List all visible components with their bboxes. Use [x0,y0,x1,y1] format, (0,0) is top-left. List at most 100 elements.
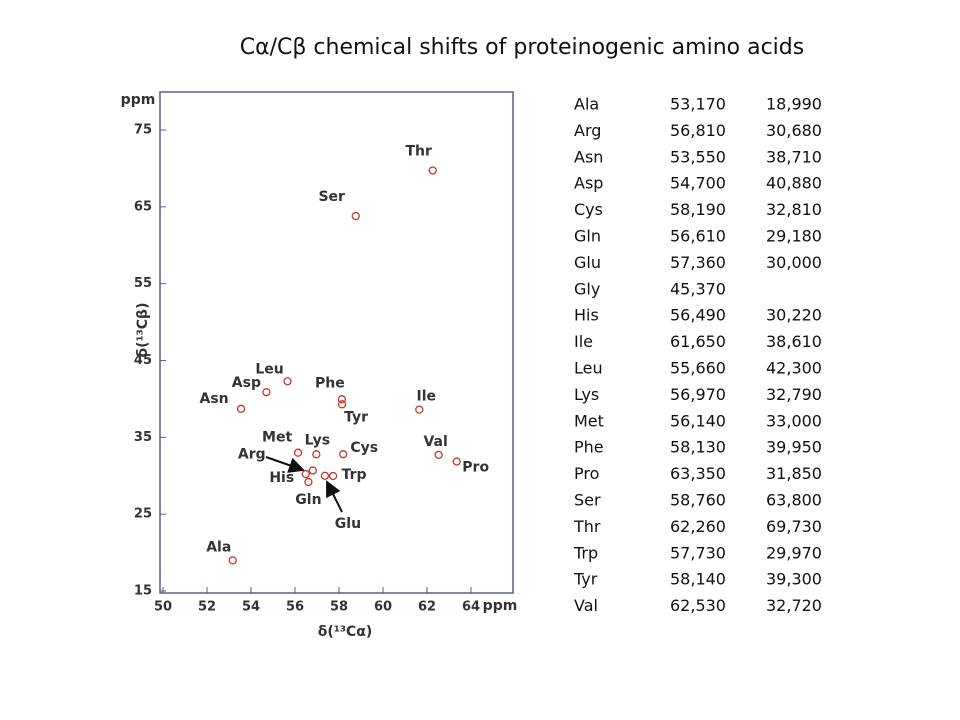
point [293,448,303,457]
y-tick-label: 75 [134,123,152,138]
point [301,469,310,479]
table-cell: 39,300 [766,570,822,589]
table-cell: 54,700 [670,174,726,193]
table-cell: 58,760 [670,491,726,510]
x-axis-title: δ(¹³Cα) [318,624,373,640]
table-cell: 56,810 [670,121,726,140]
x-tick-label: 62 [418,600,436,615]
table-cell: 69,730 [766,517,822,536]
table-cell: 29,970 [766,543,822,562]
point [283,377,292,386]
y-tick-label: 25 [134,507,152,522]
glu-arrow [326,480,343,513]
table-cell: 42,300 [766,359,822,378]
table-cell: Met [574,411,604,430]
table-cell: Trp [573,543,598,562]
table-cell: 32,810 [766,200,822,219]
point-label: Trp [342,467,367,483]
table-cell: 29,180 [766,227,822,246]
table-cell: Ile [574,332,593,351]
point-label: Leu [255,361,283,377]
table-cell: Ala [574,95,599,114]
table-cell: 38,610 [766,332,822,351]
table-cell: Ser [574,491,601,510]
table-cell: 56,490 [670,306,726,325]
point-label: Thr [406,144,433,160]
x-tick-label: 64 [462,600,480,615]
point [304,477,313,487]
plot-frame [159,91,514,594]
y-tick-label: 35 [134,430,152,445]
table-cell: Thr [573,517,601,536]
x-tick-label: 56 [286,600,304,615]
table-cell: His [574,306,599,325]
table-cell: 39,950 [766,438,822,457]
table-cell: 63,800 [766,491,822,510]
point-label: Tyr [344,409,368,425]
table-cell: 56,140 [670,411,726,430]
x-tick-label: 58 [330,600,348,615]
point-label: Cys [350,440,378,456]
chart-title: Cα/Cβ chemical shifts of proteinogenic a… [240,35,804,60]
table-cell: Arg [574,121,601,140]
table-cell: 58,140 [670,570,726,589]
point [339,450,348,459]
point-label: Ala [206,539,231,555]
point-label: Lys [305,432,330,448]
point [228,556,237,565]
table-cell: Pro [574,464,599,483]
y-tick-label: 65 [134,199,152,214]
x-tick-label: 60 [374,600,392,615]
point-label: Asn [200,391,229,407]
table-cell: Gly [574,279,600,298]
table-cell: 61,650 [670,332,726,351]
table-cell: Val [574,596,598,615]
y-unit: ppm [121,92,156,108]
point [452,457,461,466]
point [236,404,246,413]
table-cell: 30,000 [766,253,822,272]
point [337,400,347,409]
point-label: His [269,470,294,486]
point [415,405,424,414]
table-cell: 53,170 [670,95,726,114]
table-cell: Phe [574,438,604,457]
table-cell: 56,610 [670,227,726,246]
point-label: Ser [318,189,345,205]
point-label: Glu [335,516,361,532]
point-label: Phe [315,375,345,391]
y-tick-label: 15 [134,584,152,599]
table-cell: 62,530 [670,596,726,615]
table-cell: Glu [574,253,601,272]
table-cell: 32,720 [766,596,822,615]
x-tick-label: 52 [198,600,216,615]
table-cell: 62,260 [670,517,726,536]
table-cell: Asp [574,174,603,193]
x-tick-label: 54 [242,600,260,615]
table-cell: 38,710 [766,147,822,166]
point-label: Gln [295,492,321,508]
table-cell: 32,790 [766,385,822,404]
point [320,471,330,480]
point-label: Val [423,434,447,450]
point-label: Ile [417,389,437,405]
table-cell: 40,880 [766,174,822,193]
table-cell: 18,990 [766,95,822,114]
table-cell: 31,850 [766,464,822,483]
table-cell: 30,680 [766,121,822,140]
table-cell: 45,370 [670,279,726,298]
y-tick-label: 45 [134,353,152,368]
table-cell: 57,730 [670,543,726,562]
y-axis-title: δ(¹³Cβ) [135,303,151,358]
point [308,466,317,475]
table-cell: 30,220 [766,306,822,325]
point [312,450,321,459]
table-cell: Asn [574,147,603,166]
table-cell: 33,000 [766,411,822,430]
point [428,166,437,175]
point [337,395,347,404]
table-cell: 56,970 [670,385,726,404]
table-cell: 55,660 [670,359,726,378]
x-unit: ppm [483,598,518,614]
